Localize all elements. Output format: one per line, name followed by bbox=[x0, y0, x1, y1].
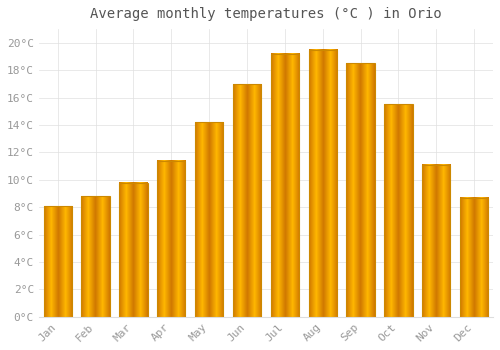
Title: Average monthly temperatures (°C ) in Orio: Average monthly temperatures (°C ) in Or… bbox=[90, 7, 442, 21]
Bar bbox=[308, 50, 337, 317]
Bar bbox=[119, 182, 148, 317]
Bar bbox=[44, 206, 72, 317]
Bar bbox=[346, 63, 375, 317]
Bar bbox=[460, 198, 488, 317]
Bar bbox=[82, 196, 110, 317]
Bar bbox=[195, 122, 224, 317]
Bar bbox=[157, 161, 186, 317]
Bar bbox=[384, 104, 412, 317]
Bar bbox=[422, 165, 450, 317]
Bar bbox=[233, 84, 261, 317]
Bar bbox=[270, 54, 299, 317]
